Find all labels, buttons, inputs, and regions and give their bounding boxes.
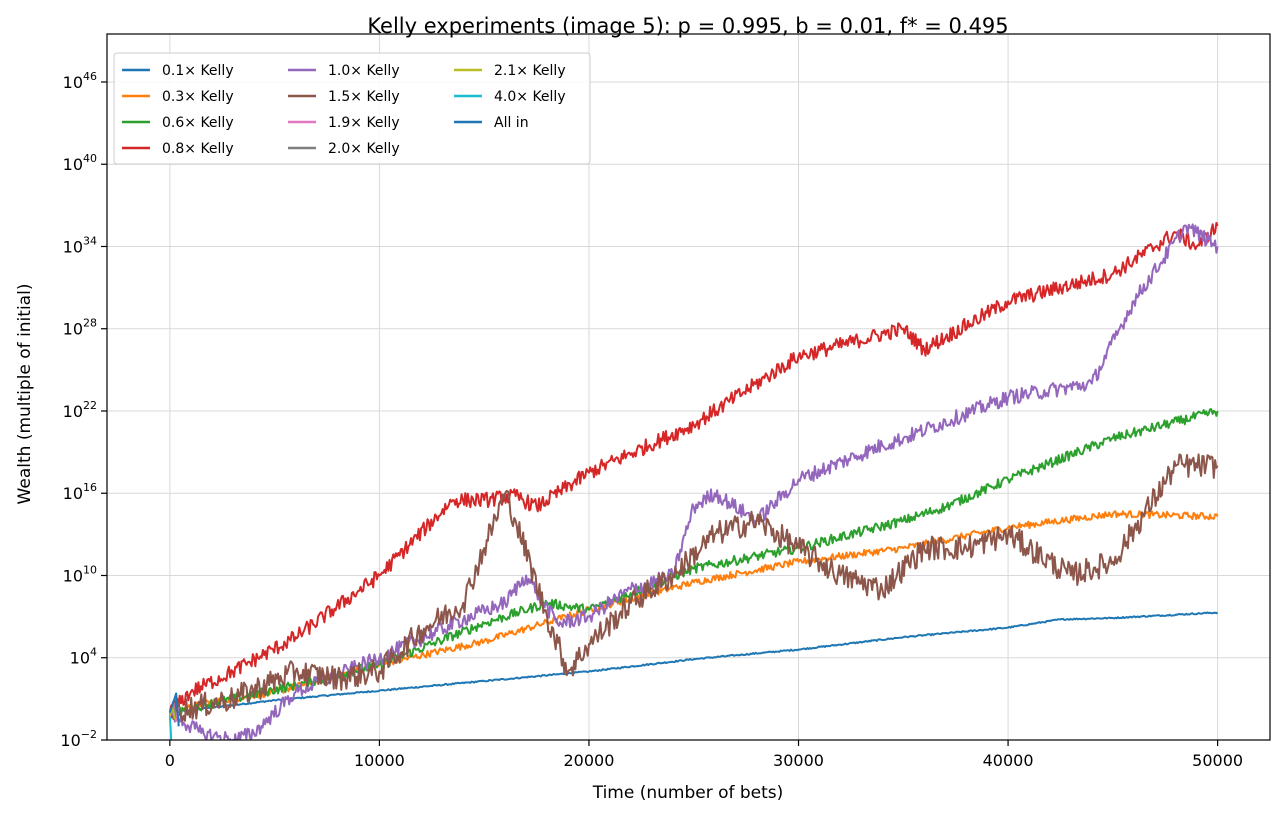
legend-entry: 1.9× Kelly	[288, 115, 400, 131]
legend-label: 1.0× Kelly	[328, 63, 400, 79]
x-tick-label: 20000	[564, 751, 615, 770]
legend-entry: 2.0× Kelly	[288, 141, 400, 157]
x-tick-label: 50000	[1192, 751, 1243, 770]
y-tick-exponent: 4	[90, 646, 97, 659]
y-tick-exponent: 10	[83, 563, 97, 576]
series-layer	[168, 221, 1219, 740]
y-tick-exponent: 46	[83, 70, 97, 83]
y-tick-base: 10	[63, 402, 83, 421]
x-tick-label: 40000	[983, 751, 1034, 770]
legend-entry: 0.3× Kelly	[122, 89, 234, 105]
y-tick-label: 1016	[63, 481, 97, 503]
y-tick-label: 104	[70, 646, 97, 668]
series-line	[168, 221, 1219, 713]
legend-entry: All in	[454, 115, 529, 131]
y-tick-exponent: −2	[81, 728, 97, 741]
legend: 0.1× Kelly 0.3× Kelly 0.6× Kelly 0.8× Kelly…	[113, 52, 591, 165]
y-tick-base: 10	[63, 566, 83, 585]
y-tick-base: 10	[60, 731, 80, 750]
series-line	[169, 510, 1219, 715]
legend-entry: 4.0× Kelly	[454, 89, 566, 105]
legend-label: 1.5× Kelly	[328, 89, 400, 105]
y-tick-exponent: 16	[83, 481, 97, 494]
legend-label: 2.1× Kelly	[494, 63, 566, 79]
series-line	[169, 223, 1219, 740]
legend-entry: 2.1× Kelly	[454, 63, 566, 79]
series-line	[168, 692, 180, 727]
y-tick-base: 10	[70, 649, 90, 668]
legend-label: 0.6× Kelly	[162, 115, 234, 131]
series-line	[168, 453, 1219, 723]
y-tick-base: 10	[63, 320, 83, 339]
y-axis-label: Wealth (multiple of initial)	[15, 284, 35, 505]
legend-box	[113, 52, 591, 165]
y-tick-label: 1022	[63, 399, 97, 421]
y-tick-label: 10−2	[60, 728, 97, 750]
legend-entry: 0.6× Kelly	[122, 115, 234, 131]
x-tick-label: 0	[165, 751, 175, 770]
y-tick-exponent: 28	[83, 317, 97, 330]
y-tick-base: 10	[63, 237, 83, 256]
legend-label: 0.1× Kelly	[162, 63, 234, 79]
y-tick-base: 10	[63, 484, 83, 503]
y-tick-exponent: 40	[83, 152, 97, 165]
y-tick-base: 10	[63, 73, 83, 92]
legend-label: 4.0× Kelly	[494, 89, 566, 105]
legend-entry: 0.1× Kelly	[122, 63, 234, 79]
x-tick-label: 10000	[354, 751, 405, 770]
y-tick-base: 10	[63, 155, 83, 174]
legend-label: 0.3× Kelly	[162, 89, 234, 105]
legend-label: All in	[494, 115, 529, 131]
y-tick-label: 1046	[63, 70, 97, 92]
legend-label: 1.9× Kelly	[328, 115, 400, 131]
series-line	[168, 716, 173, 740]
y-tick-label: 1010	[63, 563, 97, 585]
y-tick-label: 1040	[63, 152, 97, 174]
y-tick-exponent: 34	[83, 234, 97, 247]
series-line	[169, 611, 1219, 714]
legend-label: 2.0× Kelly	[328, 141, 400, 157]
y-tick-label: 1034	[63, 234, 97, 256]
plot-frame	[106, 33, 1271, 741]
y-tick-exponent: 22	[83, 399, 97, 412]
y-tick-label: 1028	[63, 317, 97, 339]
legend-entry: 0.8× Kelly	[122, 141, 234, 157]
x-axis-ticks: 0 10000 20000 30000 40000 50000	[165, 740, 1243, 770]
legend-label: 0.8× Kelly	[162, 141, 234, 157]
legend-entry: 1.0× Kelly	[288, 63, 400, 79]
x-axis-label: Time (number of bets)	[592, 783, 784, 803]
legend-entry: 1.5× Kelly	[288, 89, 400, 105]
x-tick-label: 30000	[773, 751, 824, 770]
